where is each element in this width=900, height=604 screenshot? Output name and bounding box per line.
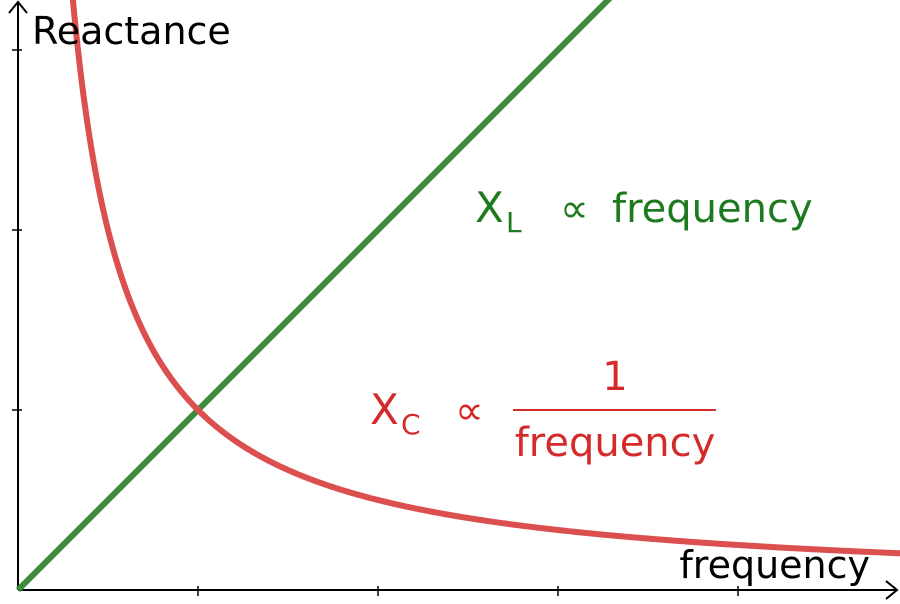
axis-ticks — [12, 49, 739, 596]
xc-annotation: X C ∝ 1 frequency — [370, 354, 716, 466]
series-line-xl — [15, 0, 613, 593]
xc-symbol: X — [370, 385, 399, 434]
xl-symbol: X — [475, 183, 504, 232]
series-line-xc — [69, 0, 900, 557]
xl-proportional-symbol: ∝ — [560, 186, 589, 232]
xc-numerator: 1 — [602, 354, 627, 400]
xc-subscript: C — [401, 408, 421, 441]
y-axis-label: Reactance — [32, 9, 231, 53]
xc-proportional-symbol: ∝ — [455, 388, 484, 434]
xl-annotation: X L ∝ frequency — [475, 183, 813, 239]
xc-denominator: frequency — [515, 420, 716, 466]
x-axis-arrow-icon — [885, 580, 899, 600]
xl-relation-text: frequency — [612, 186, 813, 232]
x-axis-label: frequency — [679, 543, 870, 587]
xl-subscript: L — [506, 206, 522, 239]
y-axis-arrow-icon — [8, 0, 28, 14]
